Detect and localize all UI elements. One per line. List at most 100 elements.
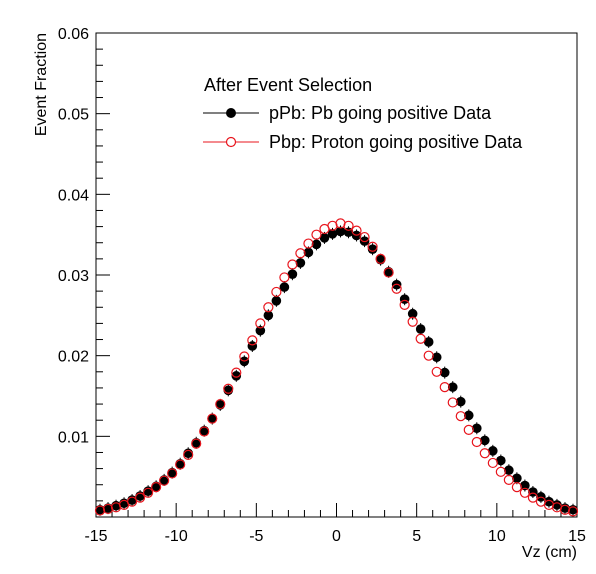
data-point	[94, 505, 106, 516]
legend-label-Pbp: Pbp: Proton going positive Data	[269, 132, 523, 152]
data-point	[207, 413, 218, 424]
x-tick-label: -5	[249, 528, 263, 545]
data-point	[447, 382, 458, 392]
data-point	[223, 383, 234, 394]
y-tick-label: 0.03	[58, 268, 89, 285]
data-point	[552, 500, 562, 510]
data-point	[215, 398, 226, 410]
y-tick-label: 0.05	[58, 107, 89, 124]
series-Pbp	[94, 218, 579, 517]
y-tick-label: 0.06	[58, 26, 89, 43]
data-point	[239, 351, 250, 362]
data-point	[407, 308, 418, 319]
data-point	[431, 352, 442, 363]
data-point	[559, 504, 571, 515]
data-point	[295, 258, 306, 268]
data-point	[215, 400, 226, 410]
data-point	[367, 241, 378, 252]
data-point	[359, 231, 370, 243]
data-point	[383, 267, 394, 278]
data-point	[231, 371, 242, 381]
data-point	[279, 282, 290, 292]
data-point	[287, 259, 298, 270]
data-point	[471, 436, 482, 448]
data-point	[199, 426, 210, 437]
series-layer	[94, 218, 579, 517]
data-point	[335, 226, 346, 237]
data-point	[175, 458, 185, 469]
data-point	[279, 272, 290, 283]
data-point	[351, 225, 362, 236]
x-tick-label: -15	[84, 528, 107, 545]
data-point	[455, 396, 466, 407]
data-point	[327, 229, 338, 239]
data-point	[231, 367, 242, 378]
data-point	[480, 435, 490, 446]
data-point	[151, 482, 162, 493]
data-point	[399, 299, 410, 310]
legend: After Event Selection pPb: Pb going posi…	[203, 75, 523, 152]
data-point	[311, 229, 322, 240]
data-point	[383, 266, 394, 277]
data-point	[183, 449, 194, 460]
data-point	[439, 382, 450, 393]
data-point	[134, 492, 146, 503]
data-point	[463, 424, 474, 435]
tick-labels: -15 -10 -5 0 5 10 15 0.01 0.02 0.03 0.04 0.05 0.06	[58, 26, 586, 545]
data-point	[143, 487, 154, 498]
x-axis-label: Vz (cm)	[522, 544, 577, 561]
data-point	[102, 503, 114, 515]
data-point	[455, 411, 466, 422]
data-point	[207, 413, 218, 424]
data-point	[511, 482, 522, 493]
data-point	[263, 310, 274, 321]
y-tick-label: 0.04	[58, 187, 89, 204]
data-point	[567, 506, 579, 517]
axis-ticks	[95, 32, 578, 518]
data-point	[527, 492, 539, 503]
data-point	[191, 438, 202, 449]
data-point	[319, 233, 330, 243]
data-point	[487, 457, 498, 469]
data-point	[447, 397, 458, 408]
data-point	[167, 467, 177, 478]
y-axis-label: Event Fraction	[33, 33, 50, 136]
y-tick-label: 0.01	[58, 429, 89, 446]
x-tick-label: 0	[332, 528, 341, 545]
data-point	[343, 220, 354, 231]
legend-header: After Event Selection	[204, 75, 372, 95]
data-point	[175, 459, 186, 470]
x-tick-label: 5	[412, 528, 421, 545]
data-point	[375, 253, 386, 264]
data-point	[375, 254, 386, 265]
data-point	[255, 318, 266, 329]
data-point	[295, 248, 306, 259]
data-point	[255, 325, 266, 336]
data-point	[103, 503, 113, 513]
data-point	[263, 302, 274, 313]
legend-label-pPb: pPb: Pb going positive Data	[269, 103, 492, 123]
data-point	[199, 425, 210, 436]
data-point	[303, 238, 314, 249]
legend-marker-pPb	[226, 108, 236, 118]
data-point	[479, 448, 490, 459]
legend-marker-Pbp	[225, 136, 237, 148]
data-point	[544, 496, 554, 507]
data-point	[520, 480, 530, 491]
data-point	[423, 337, 434, 347]
x-tick-label: 15	[568, 528, 586, 545]
data-point	[367, 244, 378, 254]
data-point	[151, 481, 161, 492]
data-point	[391, 283, 402, 294]
data-point	[126, 496, 138, 507]
data-point	[247, 341, 258, 351]
data-point	[399, 294, 410, 305]
x-tick-label: 10	[488, 528, 506, 545]
data-point	[311, 239, 322, 250]
data-point	[488, 446, 498, 456]
data-point	[495, 466, 506, 477]
data-point	[271, 296, 282, 306]
data-point	[431, 366, 442, 377]
series-pPb	[95, 225, 578, 516]
